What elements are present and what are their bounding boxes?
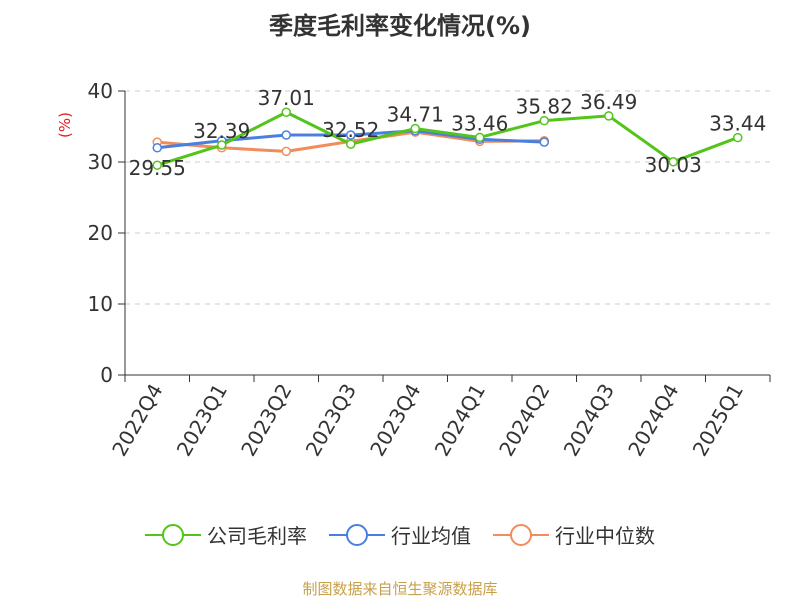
chart-title: 季度毛利率变化情况(%)	[269, 12, 531, 40]
data-point	[539, 137, 549, 147]
legend-label: 行业均值	[391, 524, 471, 548]
x-tick-label: 2023Q3	[301, 380, 361, 461]
data-point	[539, 115, 549, 126]
x-tick-label: 2025Q1	[688, 380, 748, 461]
data-point	[281, 130, 291, 140]
series-layer	[152, 107, 743, 170]
y-tick-label: 30	[88, 150, 113, 174]
legend-marker-icon	[329, 523, 385, 546]
data-label: 33.44	[709, 112, 766, 136]
x-tick-label: 2022Q4	[107, 380, 167, 461]
x-tick-label: 2024Q4	[623, 380, 683, 461]
data-label: 37.01	[258, 86, 315, 110]
data-point	[346, 139, 356, 149]
data-label-layer: 29.55 32.39 37.01 32.52 34.71 33.46 35.82 36.49…	[129, 86, 767, 180]
legend-label: 行业中位数	[555, 524, 655, 548]
legend-marker-icon	[145, 523, 201, 546]
x-tick-label: 2024Q2	[494, 380, 554, 461]
grid-layer	[125, 90, 770, 305]
data-label: 35.82	[516, 95, 573, 119]
legend-item[interactable]: 公司毛利率	[145, 520, 307, 549]
y-tick-label: 20	[88, 221, 113, 245]
data-point	[281, 107, 291, 117]
data-label: 32.52	[322, 118, 379, 142]
data-label: 29.55	[129, 156, 186, 180]
series-line	[156, 110, 739, 167]
data-point	[346, 130, 356, 140]
x-tick-label: 2024Q1	[430, 380, 490, 461]
data-point	[152, 143, 162, 153]
source-note: 制图数据来自恒生聚源数据库	[302, 580, 498, 598]
x-tick-label: 2023Q4	[365, 380, 425, 461]
data-label: 36.49	[580, 90, 637, 114]
y-tick-label: 0	[100, 363, 113, 387]
data-label: 30.03	[645, 153, 702, 177]
data-point	[475, 132, 485, 143]
data-label: 32.39	[193, 119, 250, 143]
data-point	[217, 140, 227, 150]
y-tick-label: 40	[88, 79, 113, 103]
data-point	[152, 160, 162, 170]
legend: 公司毛利率 行业均值 行业中位数	[0, 520, 800, 549]
x-tick-label: 2023Q1	[172, 380, 232, 461]
data-point	[410, 123, 420, 134]
data-point	[281, 146, 291, 157]
legend-label: 公司毛利率	[207, 524, 307, 548]
legend-item[interactable]: 行业均值	[329, 520, 471, 549]
y-axis-label: (%)	[56, 112, 74, 138]
legend-marker-icon	[493, 523, 549, 546]
data-label: 34.71	[387, 103, 444, 127]
data-label: 33.46	[451, 111, 508, 135]
data-point	[604, 111, 614, 121]
y-tick-label: 10	[88, 292, 113, 316]
x-tick-label: 2024Q3	[559, 380, 619, 461]
legend-item[interactable]: 行业中位数	[493, 520, 655, 549]
x-tick-label: 2023Q2	[236, 380, 296, 461]
data-point	[668, 157, 678, 167]
data-point	[733, 132, 743, 143]
